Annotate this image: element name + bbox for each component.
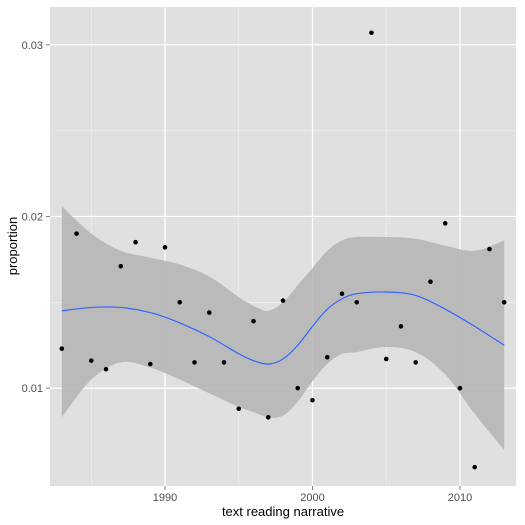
data-point — [88, 358, 94, 363]
data-point — [501, 299, 507, 305]
y-axis-ticks: 0.01 0.02 0.03 — [22, 40, 50, 395]
data-point — [457, 385, 463, 391]
data-point — [103, 366, 109, 372]
confidence-ribbon — [61, 206, 505, 450]
data-point — [280, 298, 286, 303]
data-point — [133, 239, 138, 245]
x-axis-title: text reading narrative — [222, 504, 344, 519]
y-tick-label: 0.03 — [22, 40, 43, 52]
x-axis-ticks: 1990 2000 2010 — [153, 486, 472, 504]
smooth-line — [61, 291, 505, 365]
data-point — [383, 356, 389, 362]
data-points — [59, 30, 507, 470]
x-tick-label: 2000 — [300, 492, 324, 504]
data-point — [295, 385, 301, 391]
x-tick-label: 1990 — [153, 492, 177, 504]
data-point — [118, 263, 124, 269]
data-point — [251, 318, 256, 324]
y-tick-label: 0.02 — [22, 211, 43, 223]
data-point — [339, 291, 345, 297]
data-point — [206, 310, 212, 315]
data-point — [428, 279, 433, 284]
data-point — [74, 231, 79, 236]
data-point — [354, 299, 360, 305]
x-tick-label: 2010 — [448, 492, 472, 504]
y-tick-label: 0.01 — [22, 383, 43, 395]
data-point — [413, 360, 419, 365]
data-point — [487, 246, 492, 252]
data-point — [324, 354, 330, 360]
data-point — [472, 464, 478, 470]
data-point — [221, 360, 227, 365]
data-point — [265, 415, 271, 420]
y-axis-title: proportion — [5, 217, 20, 276]
data-point — [442, 221, 448, 226]
data-point — [398, 324, 404, 329]
data-point — [310, 397, 315, 403]
data-point — [192, 360, 197, 365]
data-point — [59, 346, 65, 351]
data-point — [236, 406, 242, 412]
data-point — [147, 361, 153, 367]
data-point — [177, 299, 183, 305]
data-point — [162, 245, 168, 250]
data-point — [369, 30, 374, 36]
